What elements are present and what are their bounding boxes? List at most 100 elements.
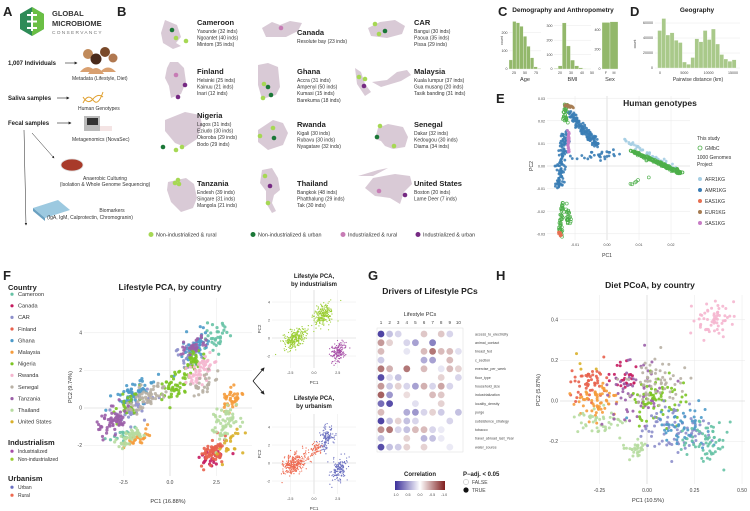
data-point (324, 425, 326, 427)
data-point (322, 322, 324, 324)
data-point (604, 427, 608, 431)
correlation-cell (429, 408, 436, 416)
data-point (683, 446, 687, 450)
data-point (345, 460, 348, 462)
data-point (218, 456, 222, 460)
data-point (667, 409, 671, 413)
correlation-cell (412, 408, 419, 416)
data-point (164, 380, 168, 384)
site-marker (169, 27, 175, 33)
data-point (145, 387, 149, 391)
data-point (345, 345, 347, 347)
data-point (134, 395, 138, 399)
data-point (336, 352, 338, 354)
legend-marker (10, 449, 14, 453)
panel-g: G Drivers of Lifestyle PCs Lifestyle PCs… (368, 268, 515, 497)
panel-label-c: C (498, 4, 508, 19)
correlation-cell (446, 382, 454, 390)
data-point (607, 372, 611, 376)
correlation-cell (403, 382, 411, 390)
data-point (620, 421, 624, 425)
data-point (667, 166, 672, 170)
data-point (664, 381, 668, 385)
data-point (618, 436, 622, 440)
data-point (323, 436, 326, 438)
correlation-cell (394, 330, 402, 338)
data-point (219, 408, 224, 412)
data-point (328, 353, 331, 355)
correlation-cell (437, 374, 445, 381)
data-point (140, 396, 144, 400)
data-point (561, 132, 565, 136)
data-point (336, 473, 338, 476)
x-tick-label: 0 (659, 71, 661, 75)
data-point (284, 465, 287, 467)
correlation-cell (437, 391, 445, 399)
data-point (607, 426, 611, 430)
y-tick-label: 0.01 (538, 142, 545, 146)
data-point (343, 353, 345, 355)
histogram-bar (669, 32, 675, 69)
data-point (698, 325, 702, 329)
chart-title: Geography (680, 7, 715, 14)
data-point (312, 453, 314, 456)
data-point (554, 182, 557, 186)
data-point (646, 397, 650, 401)
data-point (290, 469, 293, 471)
data-point (333, 456, 335, 459)
data-point (340, 351, 342, 353)
correlation-cell (437, 435, 445, 442)
data-point (663, 371, 667, 375)
data-point (226, 409, 230, 414)
correlation-cell (386, 374, 393, 381)
data-point (293, 458, 296, 460)
correlation-cell (403, 417, 411, 425)
correlation-cell (377, 408, 385, 416)
data-point (330, 355, 333, 357)
histogram-bar (609, 21, 619, 70)
country-name: United States (414, 179, 462, 188)
data-point (197, 393, 201, 397)
data-point (326, 312, 328, 315)
data-point (144, 427, 148, 431)
data-point (333, 364, 335, 366)
data-point (160, 398, 164, 402)
data-point (206, 447, 210, 451)
data-point (286, 336, 288, 338)
data-point (664, 431, 668, 435)
data-point (602, 403, 606, 407)
x-tick-label: 0.0 (312, 497, 317, 501)
panel-label-b: B (117, 4, 126, 19)
data-point (654, 377, 658, 381)
data-point (284, 343, 286, 345)
data-point (712, 436, 716, 440)
data-point (239, 416, 243, 420)
data-point (647, 429, 651, 433)
data-point (339, 342, 342, 344)
data-point (668, 377, 672, 381)
data-point (675, 434, 679, 438)
data-point (289, 341, 291, 343)
data-point (624, 139, 628, 143)
data-point (673, 425, 677, 429)
data-point (699, 416, 703, 420)
data-point (127, 442, 131, 446)
data-point (291, 333, 293, 335)
row-label: animal_contact (475, 341, 499, 345)
data-point (562, 209, 566, 214)
data-point (294, 451, 296, 453)
data-point (301, 459, 303, 461)
correlation-cell (429, 382, 436, 390)
data-point (581, 132, 585, 136)
data-point (618, 152, 621, 156)
row-label: access_to_electricity (475, 332, 508, 336)
data-point (665, 443, 669, 447)
x-tick-label: 75 (534, 71, 538, 75)
data-point (330, 355, 332, 357)
data-point (325, 314, 327, 316)
data-point (99, 424, 103, 429)
data-point (286, 463, 288, 466)
data-point (662, 423, 666, 427)
data-point (218, 339, 223, 344)
data-point (198, 325, 202, 329)
